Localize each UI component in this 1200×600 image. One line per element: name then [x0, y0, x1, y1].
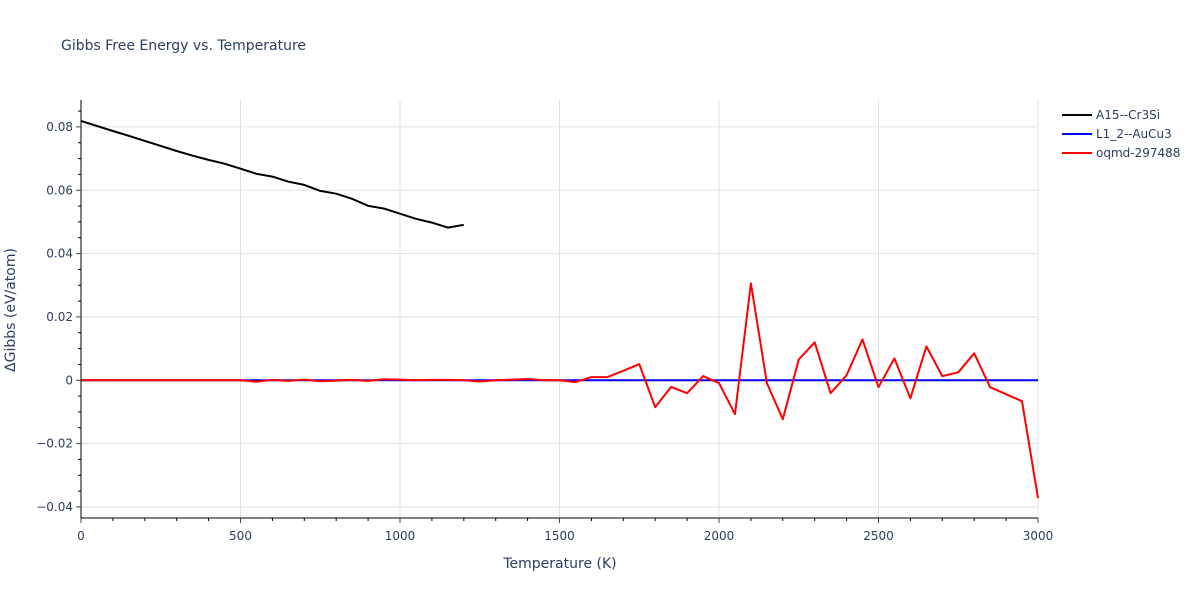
- y-tick-label: 0.06: [46, 183, 73, 197]
- y-tick-label: 0.08: [46, 120, 73, 134]
- legend-item[interactable]: oqmd-297488: [1096, 146, 1180, 160]
- series-layer: [80, 119, 1039, 499]
- legend-item[interactable]: A15--Cr3Si: [1096, 108, 1160, 122]
- y-tick-label: 0.02: [46, 310, 73, 324]
- chart-title: Gibbs Free Energy vs. Temperature: [61, 38, 306, 54]
- x-tick-label: 500: [229, 529, 252, 543]
- x-tick-label: 2500: [863, 529, 894, 543]
- legend: A15--Cr3Si L1_2--AuCu3 oqmd-297488: [1062, 108, 1180, 160]
- y-tick-label: 0.04: [46, 247, 73, 261]
- tick-labels: 0 500 1000 1500 2000 2500 3000 −0.04 −0.02 0 0.02 0…: [36, 120, 1053, 543]
- axes: [76, 100, 1039, 523]
- legend-item[interactable]: L1_2--AuCu3: [1096, 127, 1172, 141]
- x-axis-title: Temperature (K): [502, 556, 616, 572]
- y-tick-label: −0.02: [36, 437, 73, 451]
- series-line-A15--Cr3Si: [80, 119, 464, 229]
- series-line-oqmd-297488: [81, 282, 1039, 499]
- y-tick-label: 0: [65, 373, 73, 387]
- y-tick-label: −0.04: [36, 500, 73, 514]
- x-tick-label: 3000: [1023, 529, 1054, 543]
- y-axis-title: ΔGibbs (eV/atom): [3, 248, 19, 372]
- x-tick-label: 1500: [544, 529, 575, 543]
- x-tick-label: 1000: [385, 529, 416, 543]
- x-tick-label: 2000: [704, 529, 735, 543]
- x-tick-label: 0: [77, 529, 85, 543]
